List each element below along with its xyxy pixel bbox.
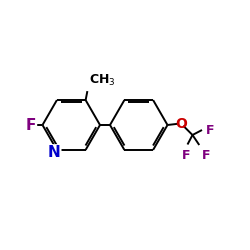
- Text: F: F: [26, 118, 36, 132]
- Text: O: O: [175, 117, 187, 131]
- Text: F: F: [206, 124, 215, 136]
- Text: F: F: [182, 149, 190, 162]
- Text: N: N: [48, 145, 61, 160]
- Text: CH$_3$: CH$_3$: [88, 73, 115, 88]
- Text: F: F: [202, 149, 210, 162]
